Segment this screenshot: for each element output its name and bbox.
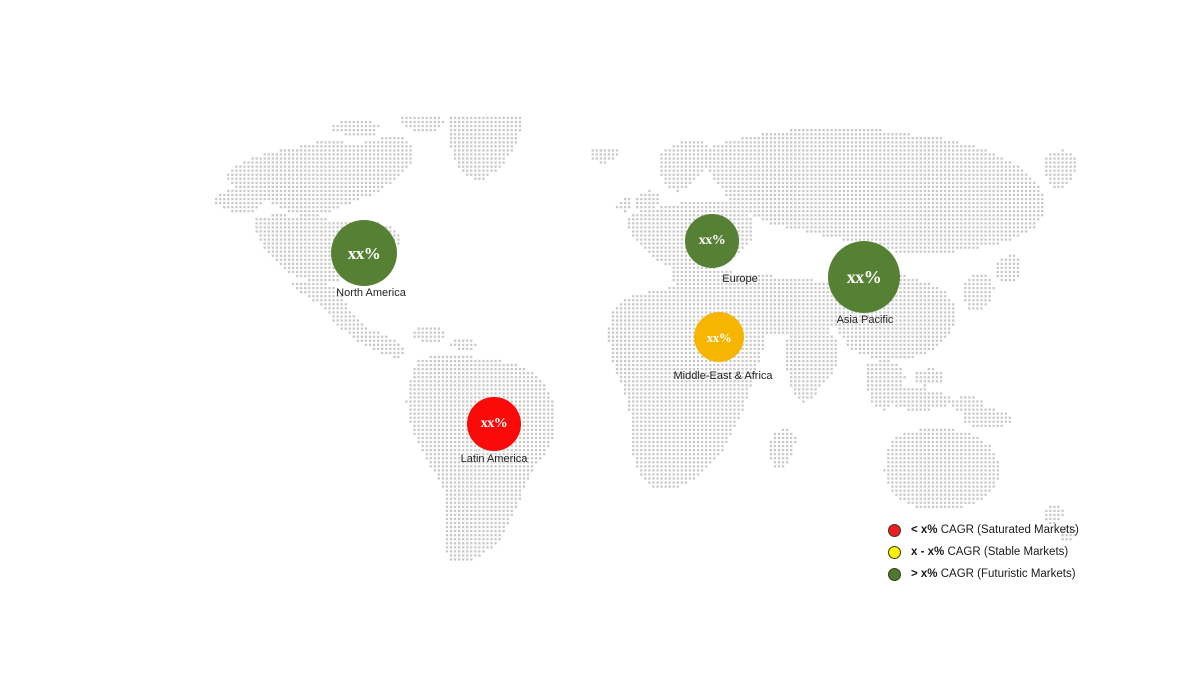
marker-value-middle-east-africa: xx% <box>706 329 732 345</box>
legend-row-legend-saturated: < x% CAGR (Saturated Markets) <box>888 519 1188 541</box>
legend: < x% CAGR (Saturated Markets) x - x% CAGR… <box>888 519 1188 585</box>
legend-dot-legend-saturated <box>888 523 901 537</box>
marker-europe[interactable]: xx% <box>685 214 739 268</box>
legend-row-legend-futuristic: > x% CAGR (Futuristic Markets) <box>888 563 1188 585</box>
region-label-europe: Europe <box>722 273 758 285</box>
marker-asia-pacific[interactable]: xx% <box>828 241 900 313</box>
region-label-middle-east-africa: Middle-East & Africa <box>673 370 773 382</box>
region-label-north-america: North America <box>336 287 406 299</box>
legend-row-legend-stable: x - x% CAGR (Stable Markets) <box>888 541 1188 563</box>
region-label-latin-america: Latin America <box>460 453 528 465</box>
marker-value-asia-pacific: xx% <box>846 267 882 287</box>
region-label-asia-pacific: Asia Pacific <box>836 314 894 326</box>
legend-dot-legend-stable <box>888 545 901 559</box>
marker-value-north-america: xx% <box>347 243 381 263</box>
marker-north-america[interactable]: xx% <box>331 220 397 286</box>
marker-value-latin-america: xx% <box>480 416 508 431</box>
marker-latin-america[interactable]: xx% <box>467 397 521 451</box>
legend-label-legend-saturated: < x% CAGR (Saturated Markets) <box>911 524 1079 536</box>
legend-label-legend-futuristic: > x% CAGR (Futuristic Markets) <box>911 568 1076 580</box>
legend-label-legend-stable: x - x% CAGR (Stable Markets) <box>911 546 1069 558</box>
marker-middle-east-africa[interactable]: xx% <box>694 312 744 362</box>
legend-dot-legend-futuristic <box>888 567 901 581</box>
marker-value-europe: xx% <box>698 233 726 248</box>
